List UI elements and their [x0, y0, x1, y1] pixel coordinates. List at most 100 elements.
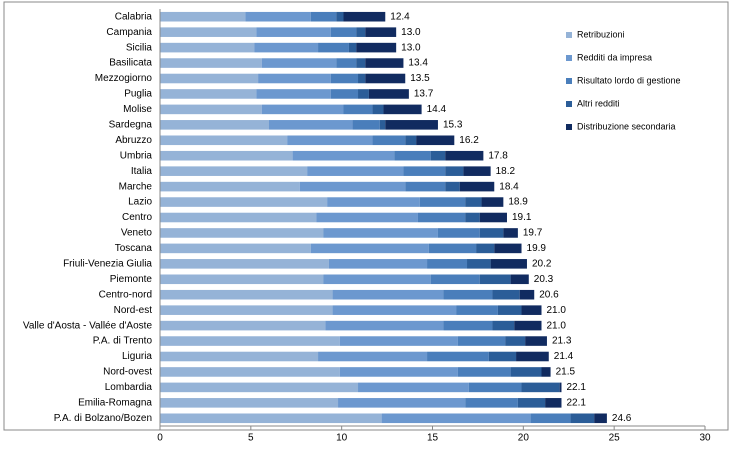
bar-segment: [379, 120, 386, 130]
bar-segment: [256, 27, 331, 37]
bar-segment: [160, 289, 333, 300]
bar-segment: [416, 135, 455, 146]
bar-segment: [160, 166, 308, 176]
bar-segment: [570, 413, 595, 424]
y-tick-label: Calabria: [115, 11, 153, 22]
total-label: 24.6: [612, 413, 632, 424]
bar-segment: [160, 382, 359, 393]
bar-segment: [160, 212, 317, 223]
bar-segment: [339, 336, 458, 346]
y-tick-label: Lombardia: [105, 382, 153, 393]
bar-segment: [261, 104, 344, 115]
legend-label: Risultato lordo di gestione: [577, 75, 681, 85]
bar-segment: [383, 104, 422, 115]
x-tick-label: 20: [518, 433, 530, 444]
bar-segment: [559, 382, 562, 393]
bar-segment: [437, 228, 480, 238]
bar-segment: [541, 367, 551, 377]
bar-segment: [160, 135, 288, 146]
total-label: 21.0: [547, 305, 567, 316]
total-label: 17.8: [488, 150, 508, 161]
legend-swatch: [566, 124, 572, 130]
bar-segment: [365, 58, 404, 68]
y-tick-label: Toscana: [115, 243, 153, 254]
y-tick-label: Basilicata: [109, 58, 152, 69]
bar-segment: [545, 398, 562, 408]
bar-segment: [497, 305, 522, 315]
bar-segment: [160, 150, 293, 161]
bar-segment: [356, 42, 397, 53]
bar-segment: [160, 274, 324, 285]
y-tick-label: Campania: [106, 27, 152, 38]
bar-segment: [445, 166, 464, 176]
bar-segment: [430, 274, 480, 285]
total-label: 18.2: [496, 166, 516, 177]
bar-segment: [419, 197, 466, 207]
bar-segment: [517, 398, 546, 408]
bar-segment: [316, 212, 418, 223]
bar-segment: [445, 150, 484, 161]
bar-segment: [479, 274, 511, 285]
bar-segment: [245, 11, 311, 22]
total-label: 21.3: [552, 336, 572, 347]
total-label: 19.1: [512, 212, 532, 223]
bar-segment: [292, 150, 395, 161]
total-label: 16.2: [459, 135, 479, 146]
total-label: 13.0: [401, 27, 421, 38]
chart-frame: [3, 1, 729, 431]
y-tick-label: Emilia-Romagna: [78, 397, 152, 408]
bar-segment: [521, 305, 542, 315]
bar-segment: [318, 351, 428, 362]
bar-segment: [160, 104, 262, 115]
bar-segment: [505, 336, 526, 346]
total-label: 18.9: [508, 197, 528, 208]
y-tick-label: Sardegna: [109, 119, 153, 130]
bar-segment: [160, 413, 382, 424]
bar-segment: [330, 27, 357, 37]
bar-segment: [465, 212, 480, 223]
bar-segment: [457, 336, 506, 346]
bar-segment: [160, 336, 340, 346]
total-label: 13.4: [408, 58, 428, 69]
bar-segment: [372, 104, 384, 115]
total-label: 14.4: [427, 104, 447, 115]
y-tick-label: Liguria: [122, 351, 152, 362]
bar-segment: [160, 42, 255, 53]
bar-segment: [330, 89, 359, 99]
bar-segment: [463, 166, 491, 176]
bar-segment: [323, 274, 431, 285]
total-label: 13.0: [401, 42, 421, 53]
bar-segment: [160, 73, 259, 84]
bar-segment: [530, 413, 571, 424]
bar-segment: [160, 305, 333, 315]
legend-swatch: [566, 32, 572, 38]
bar-segment: [479, 228, 504, 238]
bar-segment: [516, 351, 549, 362]
x-tick-label: 0: [157, 433, 163, 444]
bar-segment: [332, 289, 444, 300]
bar-segment: [456, 305, 498, 315]
bar-segment: [332, 305, 457, 315]
y-tick-label: Nord-ovest: [103, 367, 152, 378]
bar-segment: [476, 243, 495, 254]
bar-segment: [427, 259, 468, 269]
bar-segment: [254, 42, 319, 53]
legend-swatch: [566, 101, 572, 107]
bar-segment: [160, 351, 319, 362]
bar-segment: [356, 58, 366, 68]
bar-segment: [403, 166, 446, 176]
bar-segment: [365, 73, 406, 84]
x-tick-label: 25: [609, 433, 621, 444]
bar-segment: [160, 228, 324, 238]
total-label: 20.6: [539, 289, 559, 300]
y-tick-label: Abruzzo: [115, 135, 152, 146]
bar-segment: [160, 11, 246, 22]
bar-segment: [519, 289, 535, 300]
bar-segment: [521, 382, 560, 393]
bar-segment: [494, 243, 522, 254]
bar-segment: [385, 120, 438, 130]
bar-segment: [594, 413, 607, 424]
bar-segment: [381, 413, 531, 424]
y-tick-label: Nord-est: [114, 305, 153, 316]
x-tick-label: 5: [248, 433, 254, 444]
